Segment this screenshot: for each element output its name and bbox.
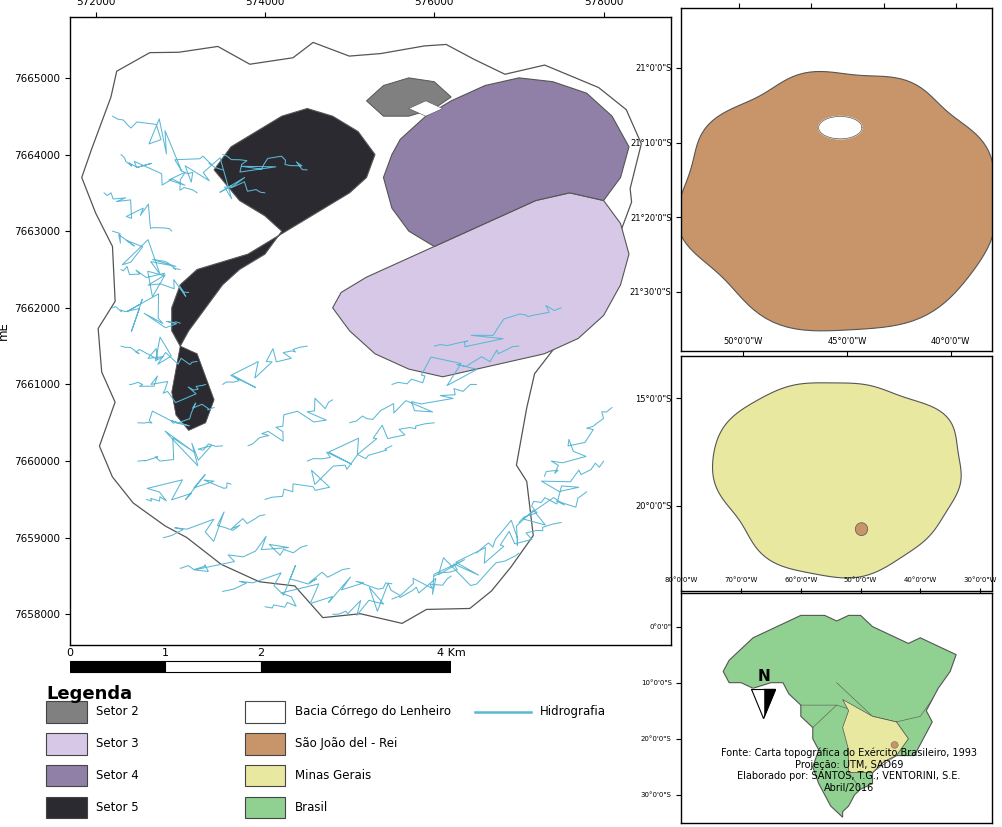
Text: São João del - Rei: São João del - Rei (295, 738, 397, 750)
Bar (46, 796, 86, 819)
Bar (70, 661, 165, 672)
Bar (245, 765, 286, 786)
Text: Legenda: Legenda (46, 685, 132, 703)
Polygon shape (171, 108, 375, 347)
Text: Setor 3: Setor 3 (96, 738, 138, 750)
Circle shape (891, 742, 898, 748)
Text: Minas Gerais: Minas Gerais (295, 769, 371, 782)
Text: 2: 2 (257, 648, 265, 658)
Polygon shape (723, 615, 956, 817)
Text: N: N (758, 669, 770, 684)
Polygon shape (752, 690, 764, 719)
Bar (261, 661, 451, 672)
Bar (46, 733, 86, 754)
Polygon shape (409, 101, 443, 116)
Text: Setor 5: Setor 5 (96, 801, 138, 814)
Polygon shape (712, 383, 961, 578)
Text: 0: 0 (67, 648, 73, 658)
Bar (46, 765, 86, 786)
Text: 1: 1 (162, 648, 168, 658)
Bar (245, 701, 286, 723)
Text: Brasil: Brasil (295, 801, 328, 814)
Polygon shape (384, 78, 629, 246)
Text: 4 Km: 4 Km (437, 648, 465, 658)
Polygon shape (677, 71, 996, 331)
Polygon shape (82, 42, 641, 624)
Text: Hidrografia: Hidrografia (540, 705, 606, 719)
Polygon shape (171, 347, 214, 430)
Polygon shape (764, 690, 776, 719)
Polygon shape (367, 78, 451, 116)
Circle shape (856, 523, 868, 536)
Text: Bacia Córrego do Lenheiro: Bacia Córrego do Lenheiro (295, 705, 451, 719)
Polygon shape (843, 700, 909, 772)
Bar (245, 733, 286, 754)
Bar (165, 661, 261, 672)
Text: Setor 2: Setor 2 (96, 705, 138, 719)
Y-axis label: mE: mE (0, 322, 10, 340)
Bar (245, 796, 286, 819)
Text: Fonte: Carta topográfica do Exército Brasileiro, 1993
Projeção: UTM, SAD69
Elabo: Fonte: Carta topográfica do Exército Bra… (720, 748, 977, 793)
Text: Setor 4: Setor 4 (96, 769, 138, 782)
Polygon shape (819, 117, 862, 139)
Bar (46, 701, 86, 723)
Polygon shape (333, 193, 629, 377)
